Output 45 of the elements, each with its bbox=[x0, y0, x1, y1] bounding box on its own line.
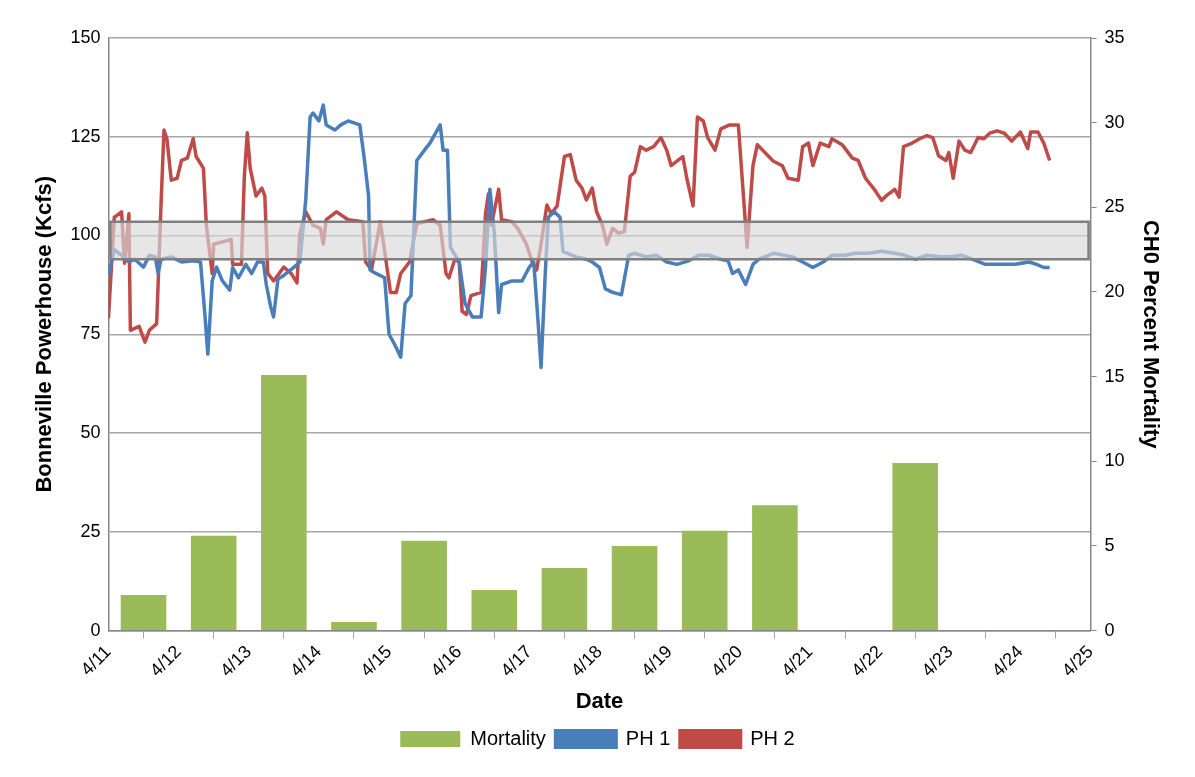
x-axis-title: Date bbox=[575, 687, 624, 713]
y-tick-label: 75 bbox=[80, 323, 101, 344]
x-tick-label: 4/13 bbox=[216, 641, 256, 681]
y-tick-label: 125 bbox=[70, 125, 101, 146]
y2-tick-label: 25 bbox=[1104, 196, 1125, 217]
bar bbox=[752, 505, 798, 631]
y-tick-label: 50 bbox=[80, 422, 101, 442]
y-tick-label: 150 bbox=[70, 26, 101, 47]
bar bbox=[611, 545, 658, 631]
x-tick-label: 4/24 bbox=[987, 641, 1027, 681]
x-tick-label: 4/14 bbox=[286, 641, 326, 681]
y2-axis-title: CH0 Percent Mortality bbox=[1138, 219, 1164, 450]
y-axis-title: Bonneville Powerhouse (Kcfs) bbox=[31, 175, 57, 493]
y2-tick-label: 35 bbox=[1104, 26, 1125, 47]
y2-tick-label: 15 bbox=[1104, 365, 1125, 386]
x-tick-label: 4/25 bbox=[1058, 641, 1097, 681]
x-tick-label: 4/18 bbox=[566, 641, 606, 681]
legend-label: PH 2 bbox=[750, 726, 795, 749]
x-tick-label: 4/20 bbox=[707, 641, 747, 681]
bar bbox=[401, 540, 447, 631]
x-tick-label: 4/16 bbox=[426, 641, 466, 681]
bar bbox=[681, 530, 728, 631]
x-tick-label: 4/19 bbox=[637, 641, 676, 681]
x-tick-label: 4/15 bbox=[356, 641, 396, 681]
bar bbox=[190, 535, 237, 631]
y2-tick-label: 20 bbox=[1104, 280, 1125, 301]
x-tick-label: 4/12 bbox=[146, 641, 185, 681]
x-tick-label: 4/11 bbox=[76, 641, 115, 680]
legend-label: Mortality bbox=[470, 726, 546, 749]
legend-label: PH 1 bbox=[625, 726, 671, 749]
y2-tick-label: 5 bbox=[1104, 534, 1115, 555]
bar bbox=[541, 567, 588, 631]
x-tick-label: 4/23 bbox=[917, 641, 957, 681]
y-tick-label: 25 bbox=[80, 520, 101, 541]
y-tick-label: 100 bbox=[70, 224, 101, 245]
bar bbox=[261, 374, 307, 631]
x-tick-label: 4/22 bbox=[847, 641, 887, 681]
bar bbox=[331, 622, 377, 631]
x-tick-label: 4/21 bbox=[777, 641, 817, 681]
y2-tick-label: 30 bbox=[1104, 111, 1125, 132]
bar bbox=[120, 595, 167, 631]
y2-tick-label: 0 bbox=[1104, 619, 1115, 640]
bar bbox=[471, 589, 518, 631]
y-tick-label: 0 bbox=[90, 619, 101, 640]
y2-tick-label: 10 bbox=[1104, 450, 1125, 471]
